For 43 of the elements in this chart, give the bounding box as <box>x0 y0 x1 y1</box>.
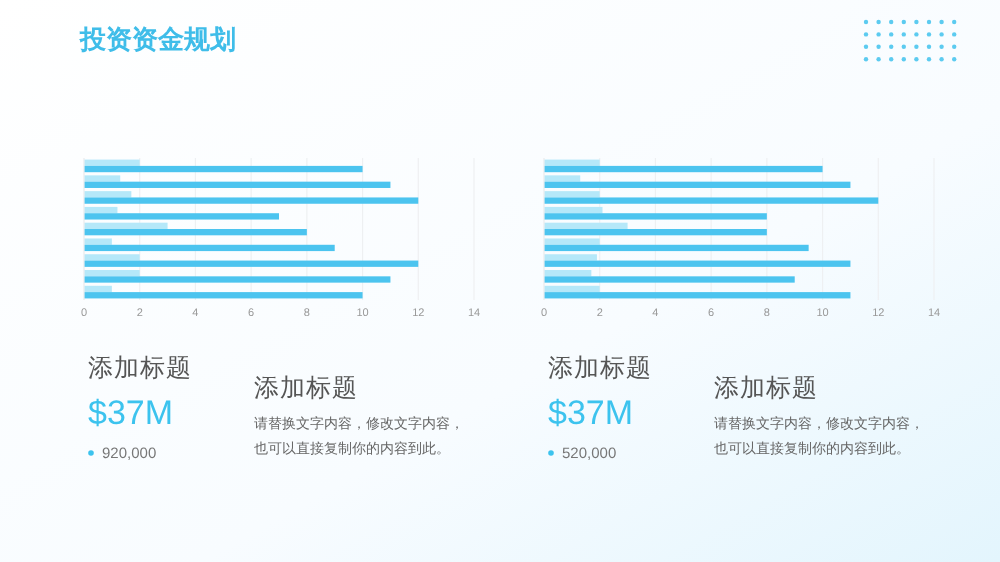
bar <box>544 191 600 198</box>
bar <box>544 159 600 166</box>
bar <box>84 181 391 188</box>
bar <box>84 270 140 277</box>
text: $37M <box>548 394 634 432</box>
text: 添加标题 <box>254 374 358 402</box>
bar <box>84 175 121 182</box>
bar <box>544 254 597 261</box>
text: 添加标题 <box>548 354 652 382</box>
bar <box>544 165 823 173</box>
text: 添加标题 <box>714 374 818 402</box>
bar <box>544 285 600 293</box>
bar <box>84 238 112 245</box>
bar <box>84 254 140 261</box>
bar <box>84 260 419 267</box>
chart-title: 投资资金规划 <box>78 24 236 54</box>
bar <box>544 292 851 299</box>
bar <box>84 292 363 299</box>
bar <box>84 159 140 166</box>
bar <box>84 191 132 198</box>
bar <box>84 229 307 236</box>
bar <box>84 285 112 293</box>
bar <box>544 222 628 229</box>
bar <box>84 244 335 252</box>
bar <box>544 206 603 214</box>
bar <box>84 206 118 214</box>
bar <box>544 260 851 267</box>
text: 添加标题 <box>88 354 192 382</box>
bar <box>544 213 767 220</box>
bar <box>544 244 809 252</box>
bar <box>544 229 767 236</box>
bar <box>544 197 879 204</box>
bar <box>544 276 795 283</box>
bar <box>84 222 168 229</box>
bar <box>84 165 363 173</box>
bar <box>544 238 600 245</box>
bar <box>84 197 419 204</box>
bar <box>544 270 592 277</box>
bar <box>544 175 581 182</box>
bar <box>84 276 391 283</box>
text: $37M <box>88 394 174 432</box>
bar <box>544 181 851 188</box>
bar <box>84 213 279 220</box>
